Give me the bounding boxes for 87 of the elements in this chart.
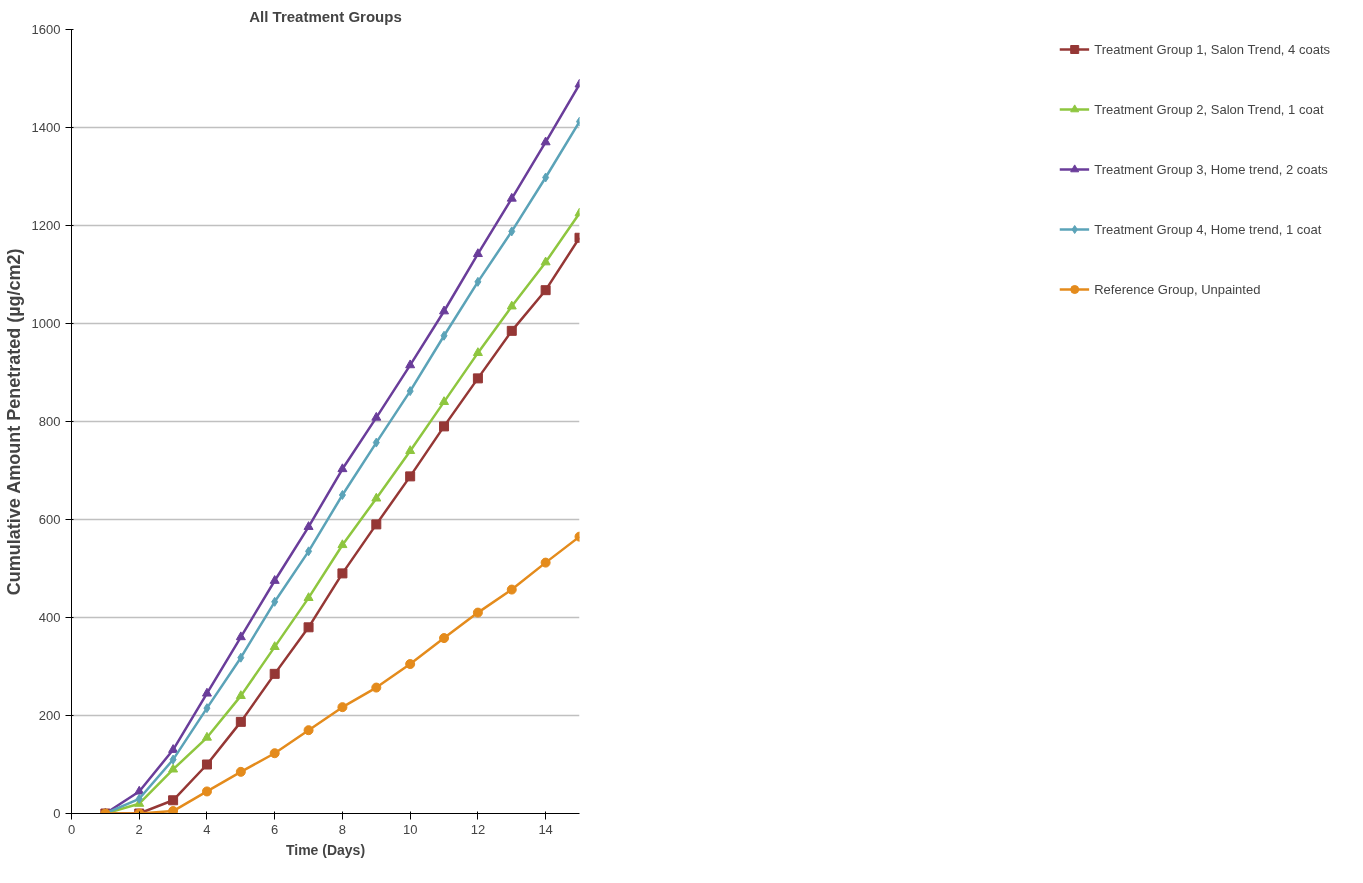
point bbox=[440, 330, 448, 341]
point bbox=[337, 568, 348, 579]
point bbox=[337, 539, 348, 549]
point bbox=[338, 490, 346, 500]
point bbox=[303, 622, 314, 633]
point bbox=[540, 557, 551, 568]
y-tick-label: 200 bbox=[38, 708, 61, 723]
x-tick-label: 10 bbox=[402, 821, 418, 837]
point bbox=[337, 702, 348, 713]
point bbox=[371, 519, 382, 530]
point bbox=[472, 248, 483, 258]
point bbox=[235, 631, 246, 641]
point bbox=[540, 256, 551, 266]
point bbox=[371, 411, 382, 421]
y-tick-label: 0 bbox=[53, 806, 61, 821]
x-tick-label: 8 bbox=[338, 821, 347, 837]
point bbox=[169, 754, 177, 765]
point bbox=[540, 285, 551, 296]
x-tick-label: 0 bbox=[67, 821, 76, 837]
point bbox=[168, 763, 179, 773]
y-tick-label: 1200 bbox=[31, 218, 61, 233]
point bbox=[203, 703, 211, 714]
point bbox=[371, 492, 382, 502]
point bbox=[303, 521, 314, 530]
y-axis-title: Cumulative Amount Penetrated (µg/cm2) bbox=[3, 248, 24, 596]
point bbox=[269, 748, 280, 759]
y-tick-label: 1600 bbox=[31, 22, 61, 37]
point bbox=[303, 592, 314, 601]
legend-label: Treatment Group 3, Home trend, 2 coats bbox=[1094, 161, 1328, 177]
y-tick-label: 600 bbox=[38, 512, 61, 527]
point bbox=[337, 463, 348, 473]
point bbox=[371, 682, 382, 693]
point bbox=[506, 300, 517, 310]
point bbox=[168, 744, 179, 753]
point bbox=[235, 766, 246, 777]
point bbox=[201, 687, 212, 697]
x-tick-label: 2 bbox=[135, 821, 143, 837]
point bbox=[542, 172, 550, 183]
point bbox=[235, 716, 246, 727]
point bbox=[372, 437, 380, 448]
legend-label: Treatment Group 1, Salon Trend, 4 coats bbox=[1094, 41, 1330, 57]
point bbox=[540, 136, 551, 146]
y-tick-label: 800 bbox=[38, 414, 61, 429]
point bbox=[201, 786, 212, 797]
point bbox=[474, 276, 482, 287]
point bbox=[406, 386, 414, 397]
point bbox=[472, 347, 483, 356]
point bbox=[201, 759, 212, 770]
point bbox=[508, 226, 516, 237]
point bbox=[168, 806, 179, 814]
x-tick-label: 14 bbox=[538, 821, 553, 837]
x-tick-label: 12 bbox=[470, 821, 486, 837]
point bbox=[472, 607, 483, 618]
x-axis-title: Time (Days) bbox=[285, 841, 366, 858]
point bbox=[439, 633, 450, 644]
point bbox=[235, 690, 246, 699]
point bbox=[168, 795, 179, 806]
point bbox=[405, 359, 416, 369]
point bbox=[506, 584, 517, 595]
chart-title: All Treatment Groups bbox=[249, 7, 402, 25]
point bbox=[506, 325, 517, 336]
point bbox=[269, 641, 280, 650]
legend-label: Treatment Group 4, Home trend, 1 coat bbox=[1094, 221, 1322, 237]
y-tick-label: 1400 bbox=[31, 120, 61, 135]
point bbox=[439, 396, 450, 405]
point bbox=[439, 421, 450, 432]
point bbox=[506, 192, 517, 202]
point bbox=[405, 659, 416, 670]
point bbox=[271, 596, 279, 607]
point bbox=[303, 725, 314, 736]
point bbox=[305, 546, 313, 557]
point bbox=[269, 668, 280, 679]
point bbox=[269, 575, 280, 584]
x-tick-label: 6 bbox=[271, 821, 279, 837]
point bbox=[134, 785, 145, 795]
point bbox=[405, 471, 416, 482]
legend-label: Treatment Group 2, Salon Trend, 1 coat bbox=[1094, 101, 1324, 117]
point bbox=[405, 445, 416, 454]
x-tick-label: 4 bbox=[203, 821, 211, 837]
y-tick-label: 1000 bbox=[31, 316, 61, 331]
point bbox=[237, 652, 245, 663]
point bbox=[439, 305, 450, 315]
point bbox=[201, 731, 212, 741]
legend-label: Reference Group, Unpainted bbox=[1094, 281, 1261, 297]
y-tick-label: 400 bbox=[38, 610, 61, 625]
point bbox=[472, 373, 483, 384]
point bbox=[135, 793, 143, 804]
